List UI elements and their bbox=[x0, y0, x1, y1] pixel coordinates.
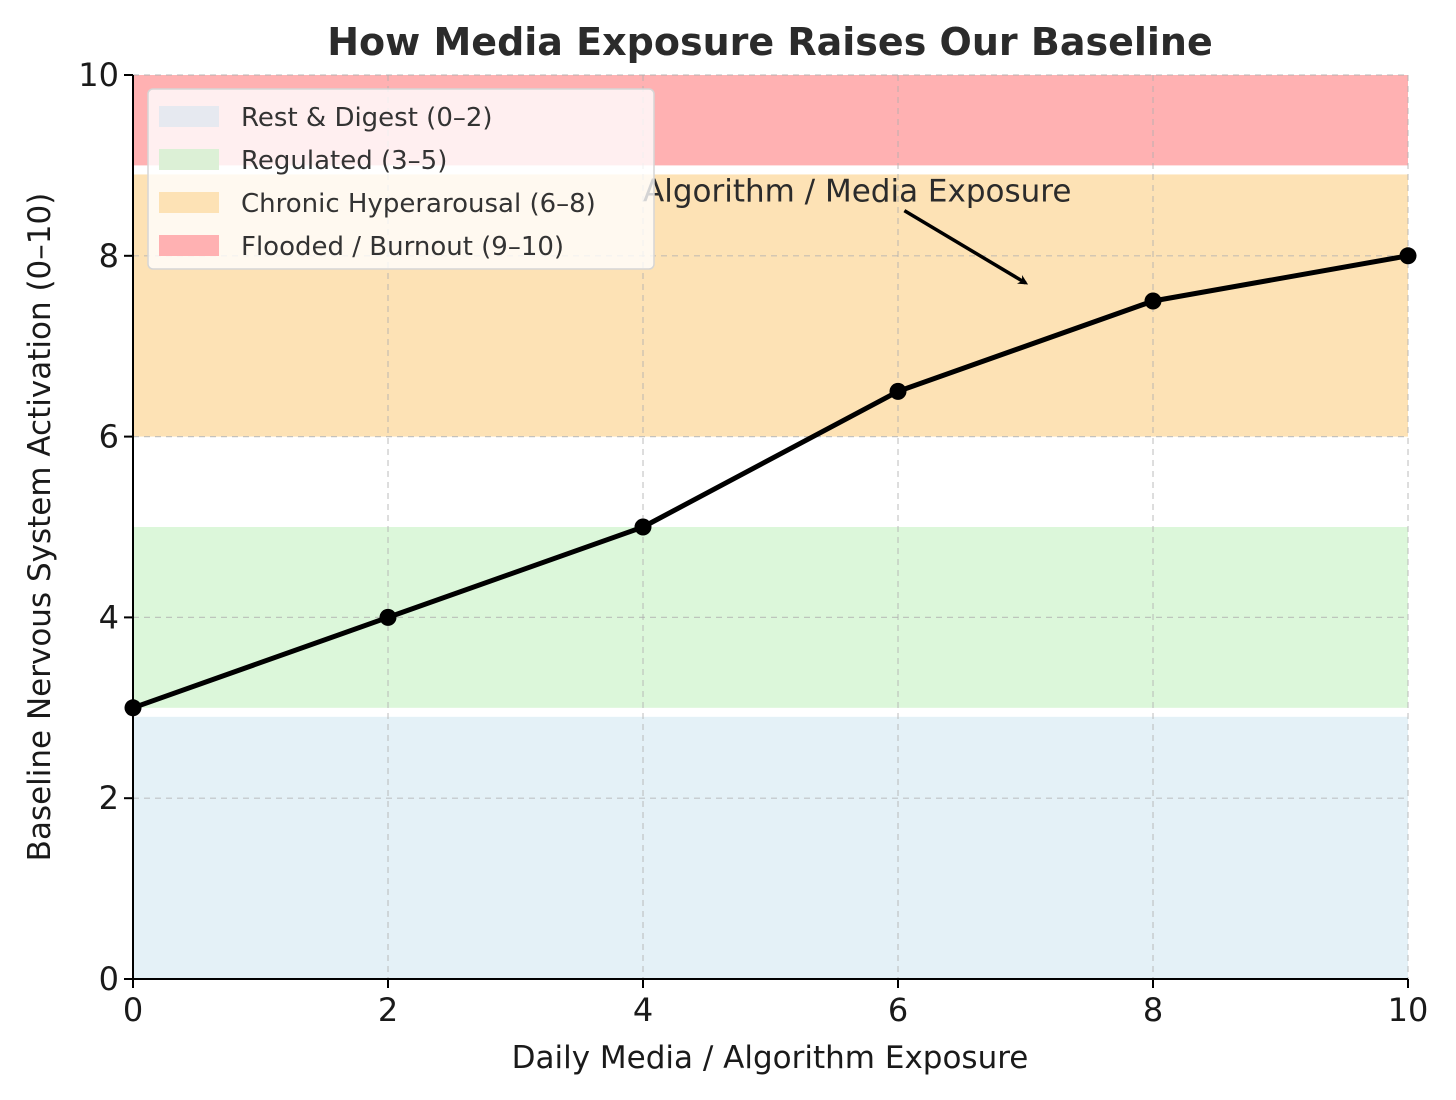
legend-swatch bbox=[159, 106, 219, 127]
x-tick-label: 4 bbox=[633, 991, 653, 1029]
legend-label: Flooded / Burnout (9–10) bbox=[241, 232, 564, 262]
legend-label: Chronic Hyperarousal (6–8) bbox=[241, 189, 596, 219]
data-point bbox=[1399, 247, 1417, 265]
legend-swatch bbox=[159, 192, 219, 213]
y-tick-label: 6 bbox=[99, 418, 119, 456]
x-tick-label: 10 bbox=[1388, 991, 1429, 1029]
data-series bbox=[124, 247, 1417, 717]
x-tick-label: 6 bbox=[888, 991, 908, 1029]
data-point bbox=[634, 518, 652, 536]
legend-swatch bbox=[159, 149, 219, 170]
band-0 bbox=[133, 716, 1408, 979]
y-tick-label: 8 bbox=[99, 237, 119, 275]
data-point bbox=[379, 608, 397, 626]
y-tick-label: 4 bbox=[99, 598, 119, 636]
legend-label: Rest & Digest (0–2) bbox=[241, 103, 493, 133]
data-point bbox=[1144, 292, 1162, 310]
annotation-text: Algorithm / Media Exposure bbox=[643, 174, 1071, 210]
annotation-arrow bbox=[903, 209, 1029, 285]
x-axis-label: Daily Media / Algorithm Exposure bbox=[512, 1040, 1029, 1076]
series-line bbox=[130, 253, 1411, 711]
y-tick-label: 10 bbox=[78, 56, 119, 94]
legend-label: Regulated (3–5) bbox=[241, 146, 447, 176]
y-tick-label: 2 bbox=[99, 779, 119, 817]
tick-labels: 0 2 4 6 8 10 0 2 4 6 8 10 bbox=[78, 56, 1428, 1029]
x-tick-label: 0 bbox=[123, 991, 143, 1029]
y-tick-label: 0 bbox=[99, 960, 119, 998]
data-point bbox=[124, 699, 142, 717]
x-tick-label: 2 bbox=[378, 991, 398, 1029]
chart-title: How Media Exposure Raises Our Baseline bbox=[327, 20, 1213, 64]
annotation: Algorithm / Media Exposure bbox=[643, 174, 1071, 285]
legend-box bbox=[147, 88, 655, 270]
legend-swatch bbox=[159, 235, 219, 256]
axes bbox=[132, 75, 1408, 980]
y-axis-label: Baseline Nervous System Activation (0–10… bbox=[22, 193, 58, 862]
x-tick-label: 8 bbox=[1143, 991, 1163, 1029]
legend: Rest & Digest (0–2) Regulated (3–5) Chroni… bbox=[147, 88, 655, 270]
data-point bbox=[889, 382, 907, 400]
